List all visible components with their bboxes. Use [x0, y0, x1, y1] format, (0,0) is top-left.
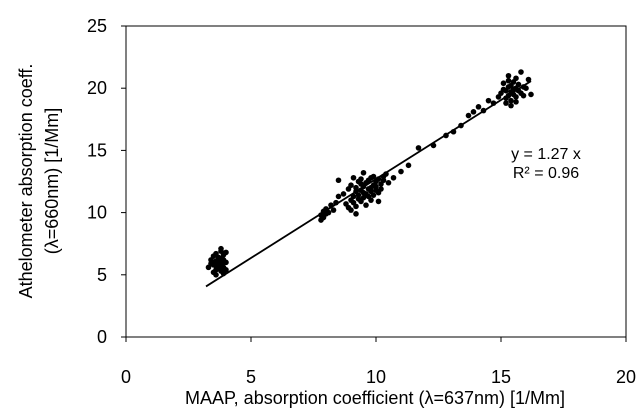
- data-point-132: [528, 91, 534, 98]
- data-point-85: [360, 169, 367, 176]
- data-point-134: [508, 102, 514, 109]
- y-axis-label-line-2: (λ=660nm) [1/Mm]: [42, 108, 62, 255]
- data-point-27: [213, 263, 219, 269]
- data-point-104: [485, 97, 492, 104]
- data-point-123: [513, 75, 519, 82]
- fit-equation-label: y = 1.27 x: [511, 146, 581, 163]
- data-point-100: [465, 112, 472, 119]
- y-tick-label-0: 0: [97, 327, 107, 347]
- data-point-86: [350, 174, 357, 181]
- data-point-24: [223, 249, 229, 256]
- data-point-76: [373, 183, 379, 190]
- data-point-90: [368, 197, 374, 203]
- data-point-136: [505, 72, 512, 79]
- fit-r2-label: R² = 0.96: [513, 165, 579, 182]
- y-axis-ticks: 0 5 10 15 20 25: [87, 16, 126, 347]
- data-point-114: [505, 77, 512, 84]
- data-points: [205, 69, 534, 278]
- data-point-28: [215, 257, 222, 263]
- data-point-83: [348, 207, 354, 213]
- data-point-29: [220, 259, 227, 266]
- x-axis-ticks: 0 5 10 15 20: [121, 337, 636, 387]
- x-tick-label-5: 5: [246, 367, 256, 387]
- data-point-42: [340, 191, 347, 197]
- data-point-92: [390, 174, 397, 181]
- data-point-126: [518, 69, 524, 75]
- trend-line: [205, 80, 532, 288]
- data-point-95: [415, 145, 422, 151]
- data-point-18: [218, 245, 224, 252]
- y-tick-label-20: 20: [87, 78, 107, 98]
- data-point-122: [513, 94, 519, 100]
- data-point-129: [520, 92, 527, 99]
- data-point-40: [335, 193, 342, 200]
- data-point-89: [358, 176, 364, 182]
- x-axis-label: MAAP, absorption coefficient (λ=637nm) […: [185, 388, 565, 408]
- data-point-88: [385, 179, 392, 186]
- data-point-94: [405, 162, 412, 169]
- data-point-6: [213, 272, 219, 278]
- data-point-91: [375, 198, 382, 205]
- data-point-36: [325, 209, 332, 216]
- data-point-133: [503, 100, 509, 106]
- data-point-84: [353, 211, 359, 217]
- x-tick-label-0: 0: [121, 367, 131, 387]
- data-point-64: [363, 202, 369, 208]
- data-point-109: [500, 80, 507, 87]
- x-tick-label-15: 15: [491, 367, 511, 387]
- data-point-38: [330, 207, 337, 213]
- data-point-25: [223, 267, 229, 273]
- data-point-52: [353, 203, 359, 210]
- y-tick-label-25: 25: [87, 16, 107, 36]
- y-tick-label-15: 15: [87, 140, 107, 160]
- data-point-135: [513, 99, 519, 105]
- data-point-51: [353, 184, 359, 191]
- data-point-102: [475, 104, 482, 110]
- data-point-117: [508, 97, 514, 104]
- y-tick-label-10: 10: [87, 203, 107, 223]
- x-tick-label-20: 20: [616, 367, 636, 387]
- data-point-80: [378, 186, 384, 192]
- data-point-47: [348, 182, 354, 189]
- data-point-130: [523, 85, 529, 91]
- x-tick-label-10: 10: [366, 367, 386, 387]
- data-point-93: [398, 168, 404, 175]
- data-point-101: [470, 109, 477, 115]
- y-tick-label-5: 5: [97, 265, 107, 285]
- data-point-41: [335, 177, 342, 184]
- data-point-125: [515, 81, 522, 88]
- data-point-72: [370, 192, 377, 198]
- y-axis-label-line-1: Athelometer absorption coeff.: [16, 64, 36, 299]
- data-point-73: [370, 173, 377, 180]
